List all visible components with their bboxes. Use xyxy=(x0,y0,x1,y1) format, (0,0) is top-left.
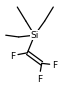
Text: Si: Si xyxy=(30,31,39,40)
Text: F: F xyxy=(10,52,16,61)
Text: F: F xyxy=(37,75,42,84)
Text: F: F xyxy=(52,61,57,70)
